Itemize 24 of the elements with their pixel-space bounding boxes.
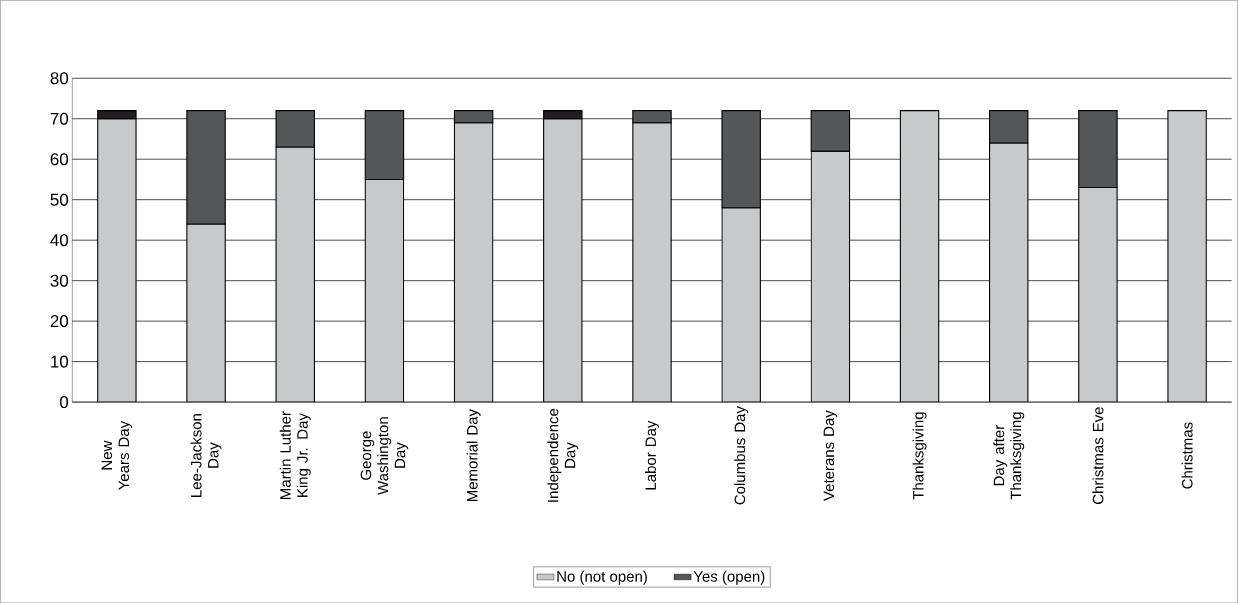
- y-tick-label: 30: [50, 274, 69, 287]
- x-tick-label: Lee-Jackson Day: [190, 413, 222, 497]
- legend-label: Yes (open): [693, 570, 765, 585]
- y-tick-label: 20: [50, 314, 69, 328]
- y-tick-label: 0: [59, 395, 69, 408]
- y-tick-label: 10: [51, 355, 69, 368]
- x-tick-label: Christmas Eve: [1092, 406, 1104, 504]
- y-tick-label: 50: [50, 193, 69, 206]
- x-tick-label: Christmas: [1181, 422, 1193, 489]
- legend-label: No (not open): [557, 570, 647, 585]
- x-tick-label: Labor Day: [645, 420, 659, 490]
- x-tick-label: Martin Luther King Jr. Day: [279, 411, 311, 499]
- x-tick-label: George Washington Day: [360, 417, 409, 495]
- x-tick-label: Columbus Day: [734, 405, 749, 505]
- x-tick-label: Memorial Day: [466, 408, 481, 501]
- y-tick-label: 80: [50, 72, 69, 85]
- x-tick-label: Thanksgiving: [912, 412, 927, 500]
- x-tick-label: New Years Day: [101, 420, 133, 490]
- x-tick-label: Day after Thanksgiving: [993, 412, 1025, 500]
- y-tick-label: 60: [50, 153, 69, 166]
- x-tick-label: Independence Day: [547, 408, 579, 502]
- y-tick-label: 40: [50, 234, 69, 247]
- y-tick-label: 70: [50, 112, 69, 125]
- x-tick-label: Veterans Day: [823, 410, 838, 501]
